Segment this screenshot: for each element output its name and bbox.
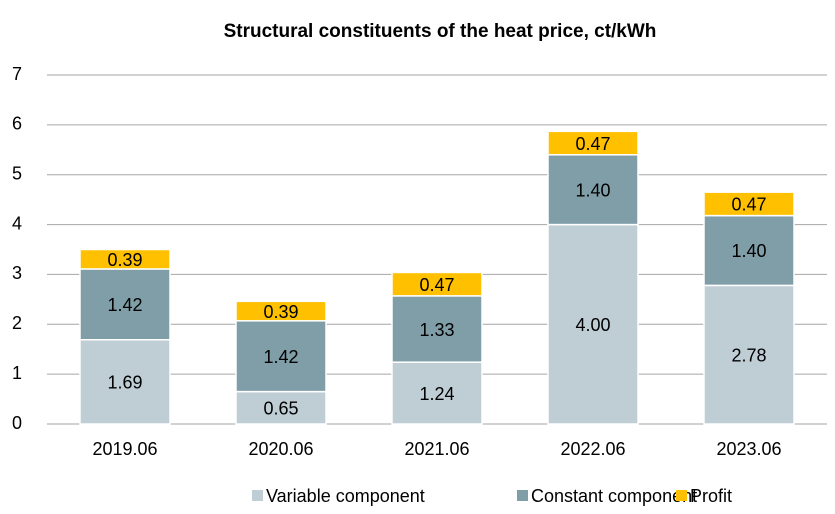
- legend-swatch: [252, 490, 263, 501]
- data-label: 1.33: [419, 320, 454, 340]
- data-label: 0.65: [263, 399, 298, 419]
- y-tick-label: 7: [12, 64, 22, 84]
- y-tick-label: 3: [12, 263, 22, 283]
- y-tick-label: 5: [12, 163, 22, 183]
- data-label: 1.40: [575, 180, 610, 200]
- bar-segment: [391, 271, 483, 297]
- bar-segment: [703, 284, 795, 425]
- legend-swatch: [676, 490, 687, 501]
- bar-segment: [703, 214, 795, 287]
- legend-label: Variable component: [266, 486, 425, 506]
- bar-segment: [391, 295, 483, 363]
- bar-segment: [547, 154, 639, 226]
- bar-segment: [235, 320, 327, 393]
- y-tick-label: 2: [12, 313, 22, 333]
- bar-segment: [703, 191, 795, 217]
- data-label: 0.47: [731, 195, 766, 215]
- y-tick-label: 6: [12, 114, 22, 134]
- data-label: 2.78: [731, 345, 766, 365]
- data-label: 0.47: [575, 134, 610, 154]
- bar-segment: [79, 248, 171, 270]
- bar-segment: [79, 268, 171, 341]
- data-label: 1.42: [107, 295, 142, 315]
- y-tick-label: 1: [12, 363, 22, 383]
- y-tick-label: 0: [12, 413, 22, 433]
- data-label: 4.00: [575, 315, 610, 335]
- bar-segment: [391, 361, 483, 425]
- data-label: 1.69: [107, 373, 142, 393]
- x-tick-label: 2020.06: [248, 439, 313, 459]
- chart-title: Structural constituents of the heat pric…: [224, 21, 657, 42]
- legend-swatch: [517, 490, 528, 501]
- data-label: 0.47: [419, 275, 454, 295]
- data-label: 1.42: [263, 347, 298, 367]
- bar-segment: [79, 338, 171, 425]
- data-label: 0.39: [107, 250, 142, 270]
- legend-label: Constant component: [531, 486, 697, 506]
- y-tick-label: 4: [12, 213, 22, 233]
- x-tick-label: 2022.06: [560, 439, 625, 459]
- bar-segment: [547, 130, 639, 156]
- x-tick-label: 2023.06: [716, 439, 781, 459]
- bar-segment: [235, 390, 327, 425]
- x-tick-label: 2021.06: [404, 439, 469, 459]
- data-label: 1.24: [419, 384, 454, 404]
- legend-label: Profit: [690, 486, 732, 506]
- data-label: 0.39: [263, 302, 298, 322]
- x-tick-label: 2019.06: [92, 439, 157, 459]
- data-label: 1.40: [731, 241, 766, 261]
- bar-segment: [235, 300, 327, 322]
